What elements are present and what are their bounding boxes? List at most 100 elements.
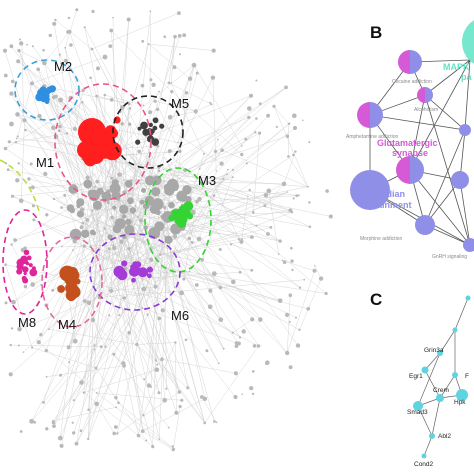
pathway-node-gnrh — [463, 238, 474, 252]
network-node — [119, 204, 129, 214]
network-node — [83, 179, 93, 189]
network-node — [177, 34, 182, 38]
module-node-m3 — [186, 213, 194, 220]
network-edge — [123, 103, 130, 216]
network-node — [104, 345, 107, 348]
network-node — [170, 90, 174, 94]
network-node — [87, 437, 90, 441]
network-node — [87, 408, 90, 412]
network-edge — [84, 27, 155, 161]
network-node — [159, 253, 162, 256]
network-node — [154, 359, 158, 362]
network-node — [231, 168, 234, 171]
network-node — [45, 375, 48, 378]
network-node — [90, 47, 94, 51]
network-node — [237, 238, 241, 241]
network-node — [285, 134, 290, 138]
network-node — [31, 45, 34, 48]
network-node — [302, 119, 304, 122]
module-node-m5 — [152, 117, 159, 124]
network-edge — [144, 359, 163, 380]
network-node — [30, 346, 34, 349]
module-node-m5 — [142, 128, 150, 136]
network-node — [247, 106, 252, 111]
network-edge — [159, 439, 175, 450]
term-glutamatergic-2: synapse — [392, 148, 428, 158]
network-node — [103, 93, 107, 97]
network-node — [238, 336, 242, 339]
network-node — [255, 79, 258, 82]
module-node-m8 — [16, 263, 24, 271]
network-edge — [204, 345, 259, 424]
network-node — [139, 199, 145, 205]
module-outline-m1 — [54, 83, 152, 201]
network-node — [163, 35, 166, 38]
network-edge — [230, 244, 315, 271]
network-edge — [15, 133, 68, 143]
network-node — [167, 81, 171, 85]
network-edge — [111, 30, 172, 92]
network-node — [288, 122, 291, 125]
network-node — [99, 189, 104, 195]
network-edge — [52, 407, 117, 422]
network-node — [17, 344, 20, 347]
network-node — [308, 201, 311, 204]
network-edge — [83, 392, 153, 447]
network-edge — [168, 136, 288, 176]
module-label-m2: M2 — [54, 59, 72, 74]
pathway-node-circadian — [350, 170, 390, 210]
module-node-m8 — [16, 268, 23, 275]
network-edge — [143, 342, 176, 416]
network-node — [325, 189, 329, 193]
network-node — [173, 286, 176, 289]
network-node — [164, 235, 173, 244]
network-edge — [164, 272, 205, 423]
panel-c-labels: Grin3a Egr1 F Crem Smad3 Hpk Abl2 Cond2 — [407, 347, 469, 468]
network-edge — [159, 178, 224, 272]
network-edge — [39, 115, 156, 258]
network-edge — [158, 87, 287, 180]
network-node — [42, 49, 45, 52]
network-edge — [154, 174, 291, 211]
network-node — [288, 208, 293, 213]
network-edge — [102, 168, 281, 301]
network-node — [58, 124, 62, 129]
network-edge — [108, 148, 113, 218]
network-node — [258, 317, 263, 322]
network-edge — [138, 92, 187, 177]
network-node — [247, 115, 251, 120]
module-node-m4 — [65, 289, 77, 301]
module-node-m5 — [152, 125, 158, 131]
gene-node-smad3 — [413, 401, 423, 411]
network-node — [227, 168, 229, 171]
network-node — [266, 188, 272, 194]
network-node — [74, 441, 79, 446]
network-node — [109, 183, 121, 195]
network-node — [81, 88, 85, 93]
network-node — [238, 270, 242, 274]
network-node — [9, 91, 14, 96]
network-node — [149, 78, 153, 82]
network-node — [182, 33, 187, 38]
gene-node-abl2 — [429, 433, 435, 439]
network-node — [165, 387, 168, 390]
network-node — [72, 239, 77, 244]
network-node — [18, 198, 24, 204]
network-node — [177, 141, 179, 144]
network-node — [36, 67, 40, 72]
network-node — [297, 194, 300, 197]
network-edge — [264, 205, 310, 227]
network-edge — [88, 210, 99, 410]
network-node — [240, 152, 244, 157]
network-edge — [162, 264, 219, 364]
network-node — [167, 149, 172, 154]
network-node — [106, 201, 110, 205]
network-node — [117, 172, 122, 177]
module-node-m2 — [48, 85, 57, 93]
network-node — [149, 257, 154, 262]
network-node — [324, 291, 328, 296]
network-edge — [108, 259, 327, 294]
network-node — [295, 194, 299, 198]
module-outline-m8 — [2, 209, 48, 315]
network-node — [26, 43, 28, 46]
